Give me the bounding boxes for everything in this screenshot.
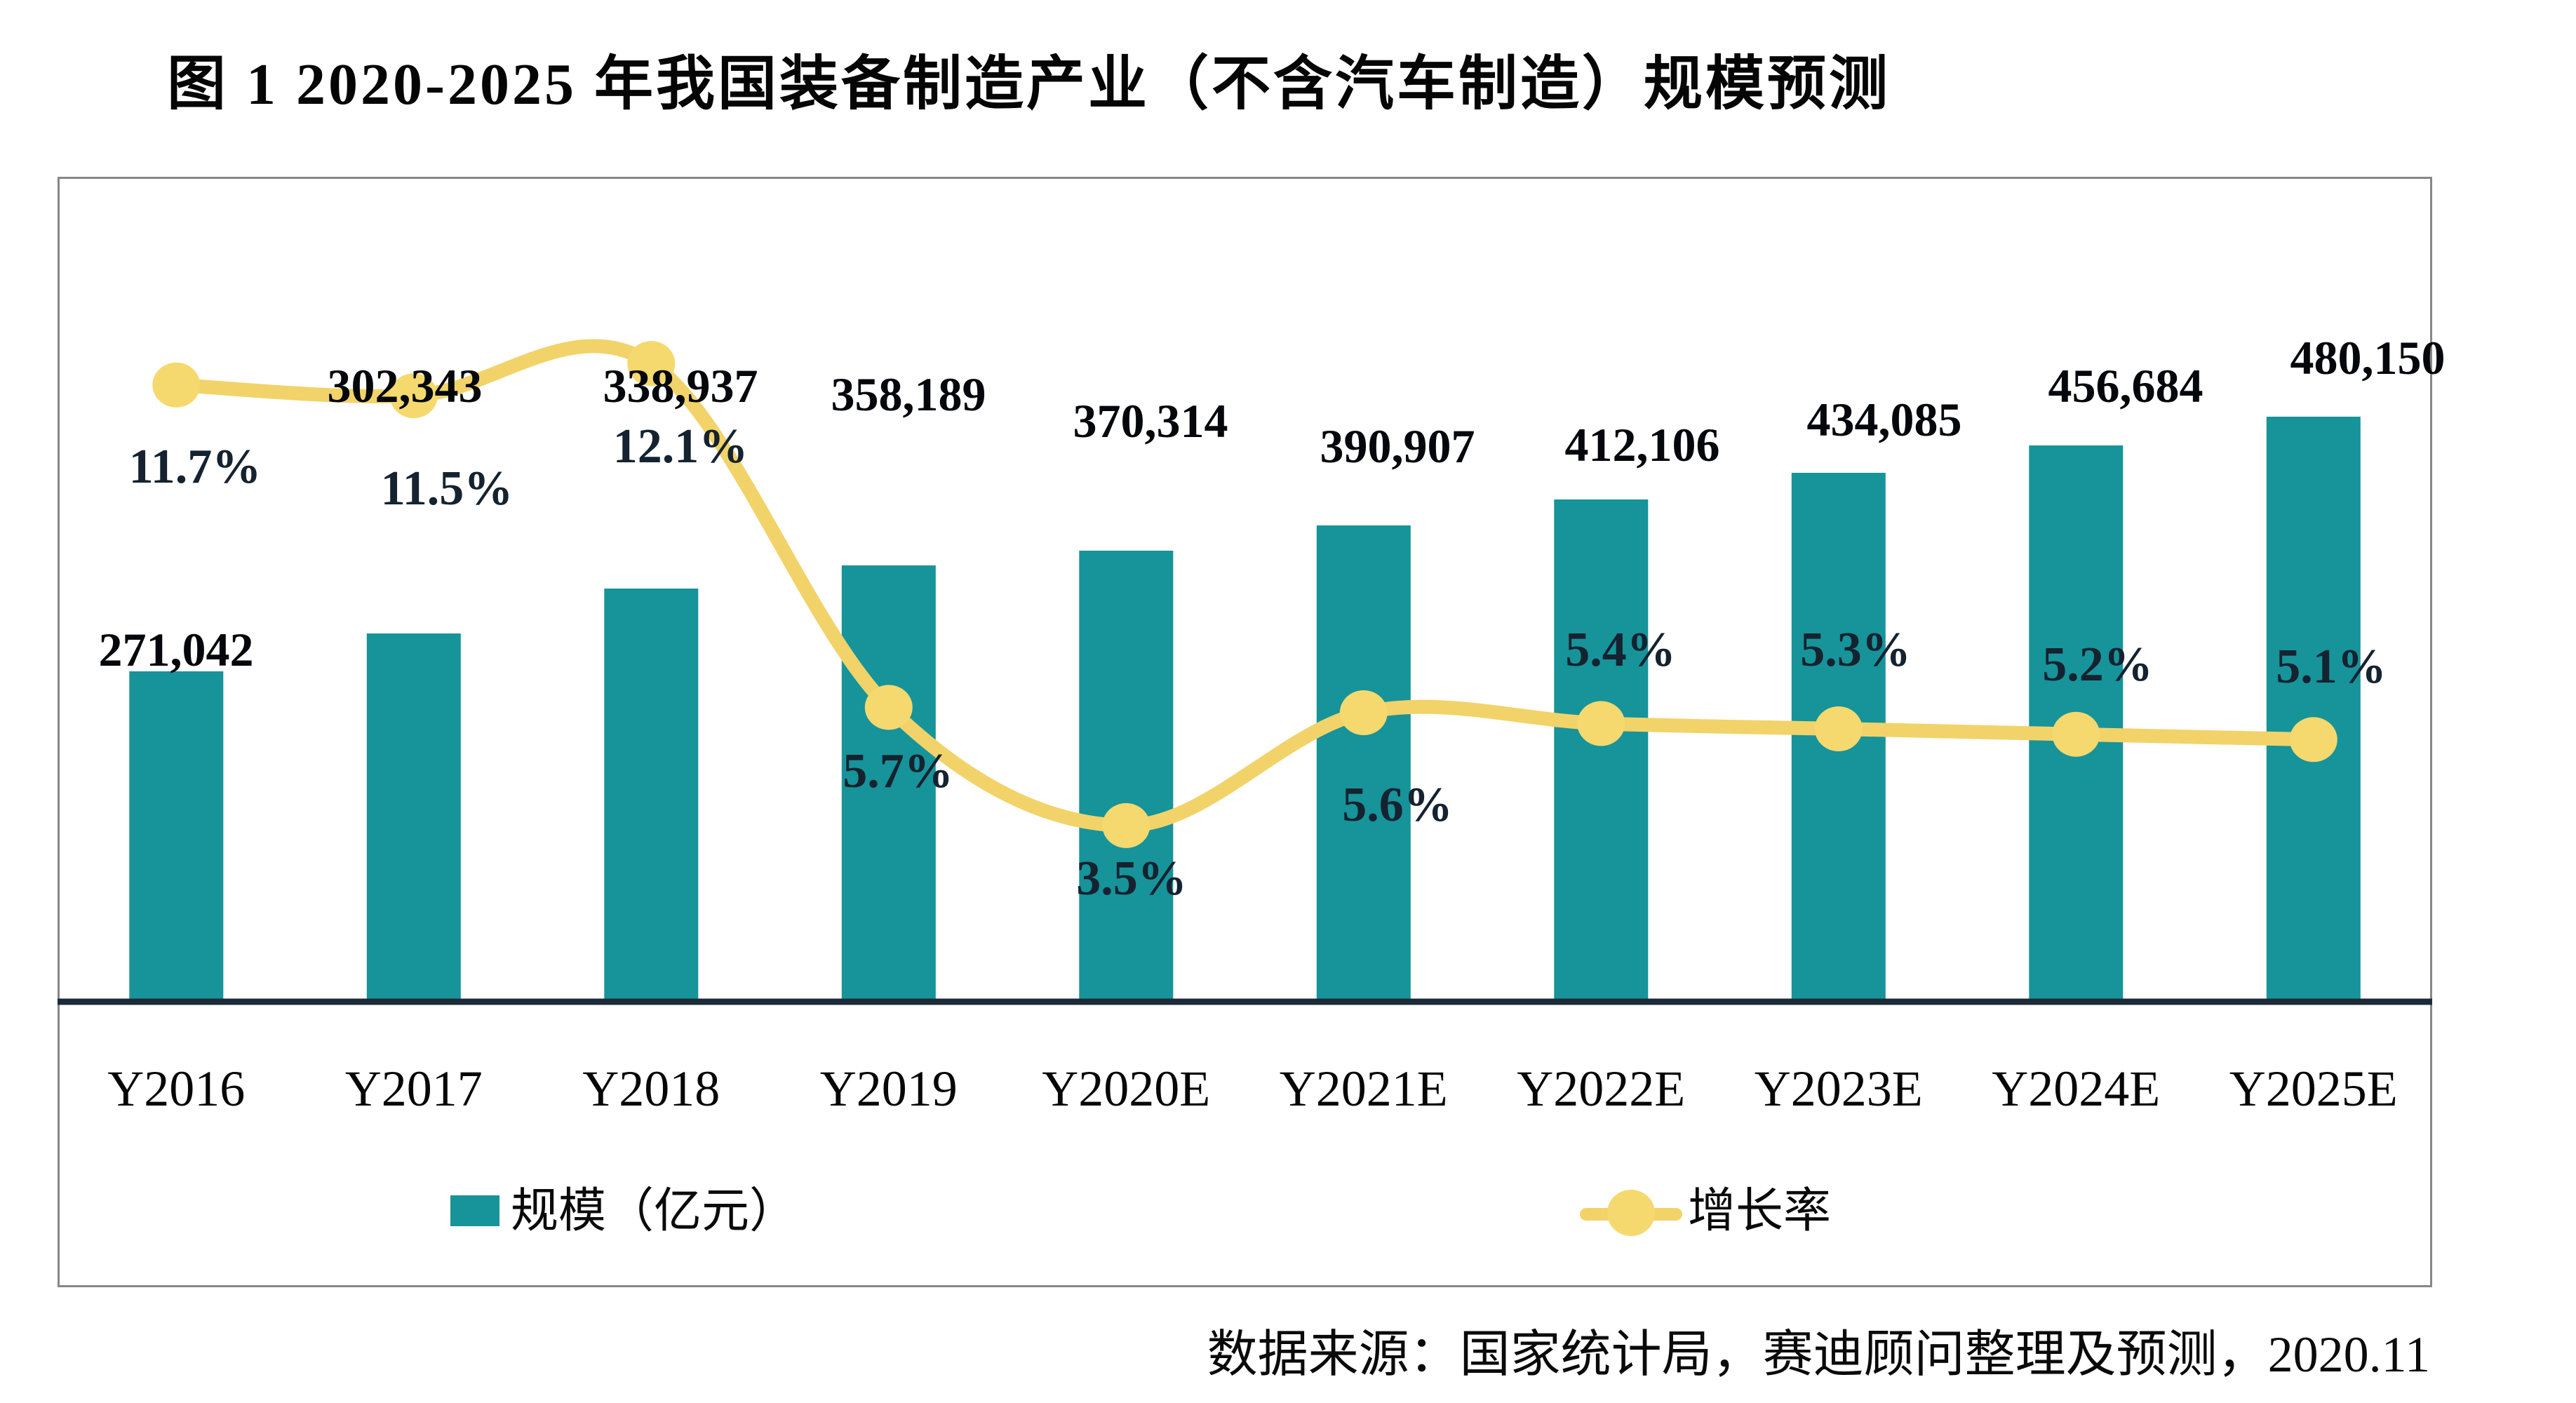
bar-value-label-Y2020E: 370,314 xyxy=(1073,394,1228,448)
growth-marker-Y2019 xyxy=(864,685,913,730)
bar-value-label-Y2022E: 412,106 xyxy=(1564,418,1720,471)
growth-marker-Y2020E xyxy=(1102,803,1151,848)
growth-marker-Y2023E xyxy=(1814,706,1863,751)
legend-label-scale: 规模（亿元） xyxy=(511,1184,798,1237)
bar-value-label-Y2024E: 456,684 xyxy=(2048,359,2203,412)
x-axis-label-Y2020E: Y2020E xyxy=(1042,1061,1211,1117)
x-axis-label-Y2018: Y2018 xyxy=(582,1061,720,1117)
growth-marker-Y2022E xyxy=(1577,701,1625,746)
growth-marker-Y2016 xyxy=(152,362,201,408)
x-axis-label-Y2025E: Y2025E xyxy=(2229,1061,2398,1117)
x-axis-label-Y2022E: Y2022E xyxy=(1517,1061,1686,1117)
growth-rate-label-Y2018: 12.1% xyxy=(612,419,749,474)
growth-marker-Y2024E xyxy=(2052,711,2100,757)
growth-rate-label-Y2020E: 3.5% xyxy=(1076,852,1187,906)
growth-rate-label-Y2021E: 5.6% xyxy=(1342,778,1453,832)
bar-value-label-Y2021E: 390,907 xyxy=(1320,419,1475,473)
x-axis-label-Y2019: Y2019 xyxy=(819,1061,958,1117)
bar-Y2019 xyxy=(841,565,936,1002)
figure-title: 图 1 2020-2025 年我国装备制造产业（不含汽车制造）规模预测 xyxy=(167,52,1891,117)
growth-marker-Y2025E xyxy=(2289,717,2337,763)
source-note: 数据来源：国家统计局，赛迪顾问整理及预测，2020.11 xyxy=(1207,1327,2430,1383)
growth-marker-Y2021E xyxy=(1339,690,1388,735)
bar-Y2025E xyxy=(2266,417,2361,1002)
growth-rate-label-Y2017: 11.5% xyxy=(380,462,514,516)
bar-Y2020E xyxy=(1079,551,1174,1002)
growth-rate-label-Y2025E: 5.1% xyxy=(2276,640,2387,694)
bar-Y2018 xyxy=(604,589,699,1002)
bar-value-label-Y2017: 302,343 xyxy=(327,359,483,412)
bar-Y2016 xyxy=(129,671,224,1002)
growth-marker-Y2017 xyxy=(389,373,438,419)
growth-rate-label-Y2016: 11.7% xyxy=(128,440,262,494)
bar-value-label-Y2019: 358,189 xyxy=(831,368,986,421)
growth-rate-label-Y2024E: 5.2% xyxy=(2042,638,2153,692)
bar-value-label-Y2023E: 434,085 xyxy=(1806,393,1962,446)
bar-Y2022E xyxy=(1554,499,1649,1002)
growth-rate-label-Y2023E: 5.3% xyxy=(1800,623,1911,677)
x-axis-label-Y2023E: Y2023E xyxy=(1754,1061,1923,1117)
x-axis-label-Y2017: Y2017 xyxy=(344,1061,483,1117)
growth-marker-Y2018 xyxy=(627,341,676,387)
bar-series-swatch-icon xyxy=(450,1195,499,1226)
line-series-marker-icon xyxy=(1607,1190,1655,1236)
x-axis-label-Y2016: Y2016 xyxy=(107,1061,246,1117)
growth-rate-label-Y2019: 5.7% xyxy=(843,744,953,798)
growth-rate-line xyxy=(169,339,2321,833)
bar-value-label-Y2016: 271,042 xyxy=(98,623,254,676)
x-axis-label-Y2024E: Y2024E xyxy=(1992,1061,2161,1117)
bar-value-label-Y2025E: 480,150 xyxy=(2290,331,2446,384)
bar-Y2017 xyxy=(366,633,461,1002)
x-axis-label-Y2021E: Y2021E xyxy=(1279,1061,1448,1117)
bar-value-label-Y2018: 338,937 xyxy=(603,359,758,412)
legend-label-growth: 增长率 xyxy=(1688,1184,1832,1237)
growth-rate-label-Y2022E: 5.4% xyxy=(1565,623,1676,677)
bar-Y2021E xyxy=(1316,525,1411,1002)
